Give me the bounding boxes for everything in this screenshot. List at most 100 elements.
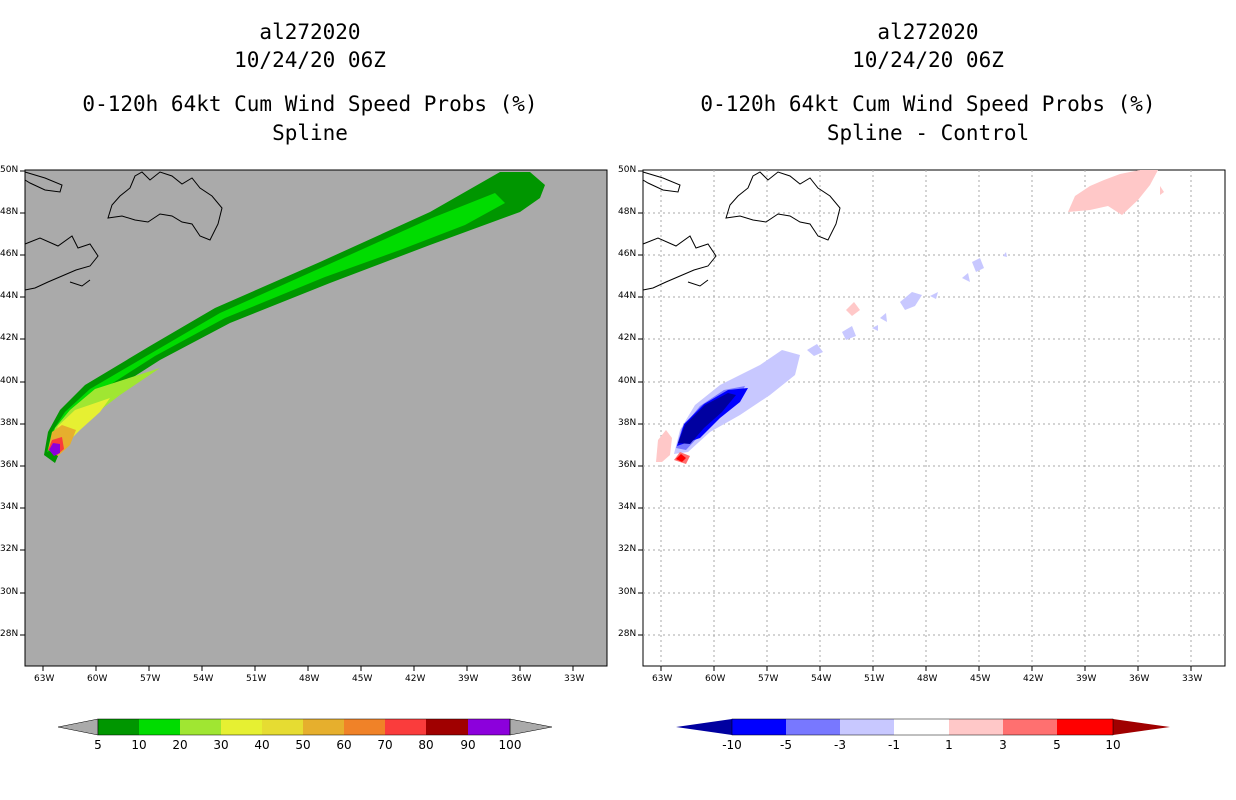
left-title-product: 0-120h 64kt Cum Wind Speed Probs (%): [82, 92, 538, 116]
right-colorbar-label: 3: [999, 738, 1007, 752]
diff-neg-small-f: [880, 313, 887, 322]
diff-pos-1: [656, 430, 672, 462]
swath-100: [49, 443, 60, 456]
right-lon-label: 36W: [1129, 674, 1150, 684]
diff-neg-small-g: [872, 325, 878, 331]
left-lat-label: 44N: [0, 291, 19, 301]
left-cb-swatch-0: [98, 719, 139, 735]
left-lat-label: 46N: [0, 249, 19, 259]
left-colorbar: [57, 718, 553, 736]
diff-neg-small-h: [842, 326, 856, 340]
diff-neg-small-d: [900, 292, 922, 310]
right-lon-label: 39W: [1076, 674, 1097, 684]
right-cb-swatch-7: [1057, 719, 1113, 735]
right-lon-label: 54W: [811, 674, 832, 684]
right-map-frame: [642, 169, 1226, 667]
right-lat-label: 36N: [618, 460, 637, 470]
right-lat-label: 28N: [618, 629, 637, 639]
right-lat-label: 50N: [618, 165, 637, 175]
left-cb-swatch-8: [426, 719, 468, 735]
right-colorbar-label: 5: [1053, 738, 1061, 752]
left-colorbar-label: 30: [213, 738, 229, 752]
left-lon-label: 54W: [193, 674, 214, 684]
right-colorbar-label: 10: [1105, 738, 1121, 752]
left-lon-label: 45W: [352, 674, 373, 684]
left-lat-label: 38N: [0, 418, 19, 428]
left-title-datetime: 10/24/20 06Z: [234, 48, 386, 72]
right-colorbar-low-arrow: [676, 719, 732, 735]
right-lat-label: 32N: [618, 544, 637, 554]
left-colorbar-label: 60: [336, 738, 352, 752]
left-cb-swatch-1: [139, 719, 180, 735]
diff-neg-10: [678, 393, 736, 444]
left-colorbar-high-arrow: [509, 718, 553, 736]
left-map: [20, 169, 608, 671]
right-title-datetime: 10/24/20 06Z: [852, 48, 1004, 72]
left-colorbar-label: 80: [418, 738, 434, 752]
right-colorbar-label: -10: [722, 738, 742, 752]
right-axis-ticks: [638, 170, 1192, 671]
right-lat-label: 46N: [618, 249, 637, 259]
right-cb-swatch-4: [894, 719, 949, 735]
right-map: [638, 169, 1226, 671]
left-lon-label: 48W: [299, 674, 320, 684]
left-lon-label: 42W: [405, 674, 426, 684]
left-coastlines: [24, 171, 223, 291]
left-lat-label: 50N: [0, 165, 19, 175]
left-lat-label: 40N: [0, 376, 19, 386]
left-lon-label: 51W: [246, 674, 267, 684]
diff-pos-small: [1068, 170, 1158, 215]
right-lat-label: 34N: [618, 502, 637, 512]
left-lon-label: 60W: [87, 674, 108, 684]
left-cb-swatch-6: [344, 719, 385, 735]
right-colorbar-high-arrow: [1113, 719, 1170, 735]
left-colorbar-label: 100: [498, 738, 522, 752]
diff-pos-small-2: [846, 302, 860, 316]
diff-neg-small-c: [1003, 252, 1007, 257]
right-cb-swatch-2: [786, 719, 840, 735]
right-cb-swatch-3: [840, 719, 894, 735]
left-cb-swatch-7: [385, 719, 426, 735]
swath-5: [44, 172, 545, 463]
right-lon-label: 42W: [1023, 674, 1044, 684]
left-cb-swatch-4: [262, 719, 303, 735]
right-lon-label: 63W: [652, 674, 673, 684]
left-lat-label: 30N: [0, 587, 19, 597]
left-colorbar-label: 20: [172, 738, 188, 752]
left-lon-label: 39W: [458, 674, 479, 684]
left-lat-label: 42N: [0, 333, 19, 343]
diff-pos-10: [676, 454, 686, 462]
left-colorbar-label: 90: [460, 738, 476, 752]
right-lat-label: 42N: [618, 333, 637, 343]
right-coastlines: [642, 171, 841, 291]
right-lat-label: 48N: [618, 207, 637, 217]
right-cb-swatch-1: [732, 719, 786, 735]
left-probability-swath: [44, 172, 545, 463]
diff-neg-1-lobe: [754, 382, 762, 392]
left-lat-label: 28N: [0, 629, 19, 639]
left-cb-swatch-9: [468, 719, 510, 735]
left-lat-label: 36N: [0, 460, 19, 470]
right-lat-label: 44N: [618, 291, 637, 301]
left-colorbar-low-arrow: [57, 718, 99, 736]
left-lon-label: 63W: [34, 674, 55, 684]
right-difference-field: [656, 170, 1164, 464]
left-colorbar-label: 40: [254, 738, 270, 752]
left-lon-label: 36W: [511, 674, 532, 684]
right-title-method: Spline - Control: [826, 121, 1030, 145]
right-colorbar-label: -5: [780, 738, 792, 752]
right-lon-label: 57W: [758, 674, 779, 684]
right-colorbar-label: -3: [834, 738, 846, 752]
right-gridlines: [643, 170, 1225, 666]
right-cb-swatch-6: [1003, 719, 1057, 735]
right-lat-label: 40N: [618, 376, 637, 386]
right-cb-swatch-5: [949, 719, 1003, 735]
right-lon-label: 33W: [1182, 674, 1203, 684]
left-map-frame: [24, 169, 608, 667]
diff-pos-speck: [1160, 186, 1164, 195]
right-colorbar: [676, 718, 1170, 736]
right-lat-label: 30N: [618, 587, 637, 597]
left-lon-label: 57W: [140, 674, 161, 684]
right-lon-label: 60W: [705, 674, 726, 684]
